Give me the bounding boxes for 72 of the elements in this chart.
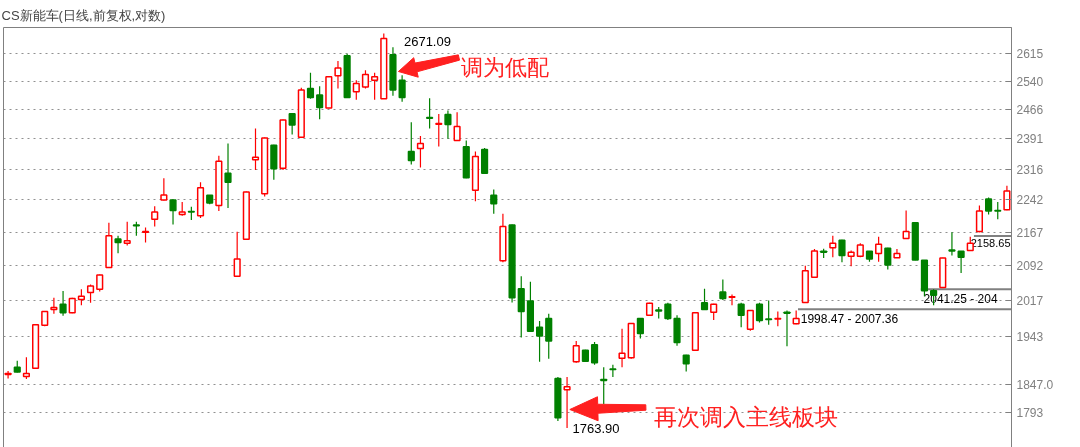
candlestick (902, 210, 910, 240)
candlestick (783, 309, 791, 347)
candlestick (435, 113, 443, 147)
ref-line-label: 2158.65 (970, 236, 1011, 249)
annotation: 2671.09 (403, 34, 451, 49)
candlestick (590, 341, 599, 366)
candlestick (151, 205, 159, 228)
candlestick (160, 177, 168, 201)
y-tick-label: 1847.0 (1016, 377, 1054, 392)
candlestick (481, 147, 489, 175)
y-tick-label: 2167 (1016, 225, 1044, 240)
ref-line-label: 1998.47 - 2007.36 (800, 312, 899, 327)
y-tick-label: 2540 (1016, 74, 1044, 89)
candlestick (755, 302, 764, 324)
candlestick (59, 290, 67, 317)
candlestick (700, 288, 709, 311)
candlestick (316, 85, 324, 120)
candlestick (765, 299, 773, 326)
candlestick (975, 204, 984, 233)
candlestick (1003, 185, 1011, 211)
candlestick (426, 97, 434, 130)
candlestick (114, 235, 122, 254)
y-tick-label: 2017 (1016, 294, 1044, 308)
candlestick (50, 297, 58, 315)
candlestick (22, 356, 30, 380)
candlestick (609, 364, 617, 378)
annotation: 调为低配 (460, 55, 549, 80)
y-tick-label: 2242 (1016, 193, 1044, 208)
candlestick (453, 111, 461, 142)
candlestick (306, 72, 315, 100)
y-tick-label: 1793 (1016, 405, 1044, 420)
y-tick-label: 1943 (1016, 329, 1044, 344)
candlestick (407, 121, 415, 166)
candlestick (233, 231, 241, 278)
candlestick (948, 231, 956, 256)
candlestick (334, 60, 342, 90)
candlestick (169, 198, 177, 226)
candlestick (490, 188, 498, 215)
candlestick (416, 135, 425, 169)
y-tick-label: 2615 (1016, 47, 1044, 62)
candlestick (829, 235, 837, 258)
candlestick (123, 221, 131, 247)
y-tick-label: 2466 (1016, 102, 1044, 117)
candlestick (838, 239, 846, 263)
annotation: 1763.90 (572, 421, 620, 436)
candlestick (270, 144, 278, 181)
chart-title: CS新能车(日线,前复权,对数) (1, 7, 166, 23)
candlestick (371, 72, 379, 101)
candlestick (719, 278, 727, 301)
candlestick (224, 142, 232, 209)
candlestick (4, 370, 12, 380)
candlestick (572, 340, 580, 364)
candlestick (288, 112, 296, 136)
candlestick (545, 313, 553, 360)
candlestick (352, 79, 360, 101)
candlestick (563, 376, 571, 429)
candlestick (728, 293, 736, 306)
candlestick (444, 110, 452, 140)
candlestick (398, 74, 406, 103)
candlestick (847, 249, 855, 267)
candlestick (517, 275, 525, 339)
candlestick (875, 236, 883, 263)
candlestick (618, 328, 626, 368)
annotation: 再次调入主线板块 (654, 403, 839, 430)
y-tick-label: 2391 (1016, 132, 1044, 147)
candlestick (636, 317, 644, 340)
candlestick (884, 247, 892, 271)
candlestick (535, 320, 544, 363)
y-tick-label: 2092 (1016, 259, 1044, 274)
candlestick (737, 302, 745, 328)
y-tick-label: 2316 (1016, 162, 1044, 177)
candlestick (673, 314, 681, 347)
